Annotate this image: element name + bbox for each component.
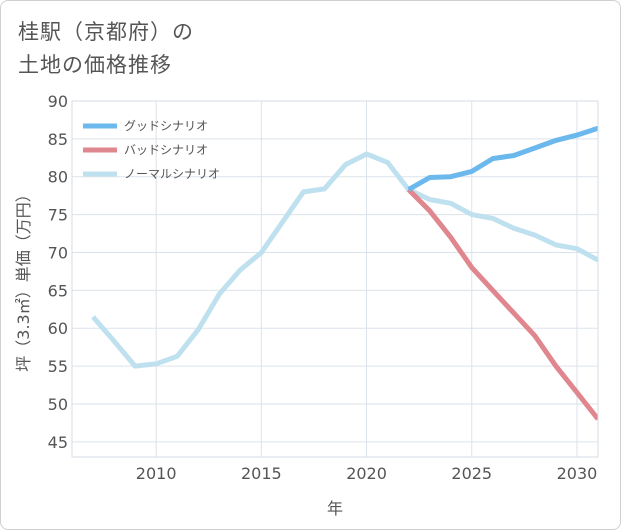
- y-tick-label: 85: [48, 130, 68, 149]
- x-tick-label: 2020: [346, 464, 387, 483]
- x-tick-label: 2030: [557, 464, 598, 483]
- y-tick-label: 75: [48, 206, 68, 225]
- y-axis-label: 坪（3.3㎡）単価（万円）: [14, 186, 33, 371]
- x-tick-label: 2025: [451, 464, 492, 483]
- y-tick-label: 80: [48, 168, 68, 187]
- y-tick-label: 50: [48, 395, 68, 414]
- chart-title: 桂駅（京都府）の 土地の価格推移: [18, 20, 194, 77]
- plot-border: [71, 100, 599, 458]
- y-tick-label: 70: [48, 243, 68, 262]
- series-line-bad: [406, 187, 598, 421]
- series-line-good: [407, 125, 598, 192]
- y-tick-labels: 45 50 55 60 65 70 75 80 85 90: [48, 92, 68, 452]
- legend-label-good: グッドシナリオ: [124, 119, 208, 133]
- series-lines: [91, 125, 598, 421]
- legend-label-bad: バッドシナリオ: [124, 143, 208, 157]
- x-tick-label: 2015: [241, 464, 282, 483]
- x-tick-labels: 2010 2015 2020 2025 2030: [136, 464, 598, 483]
- y-tick-label: 65: [48, 281, 68, 300]
- x-axis-label: 年: [327, 499, 343, 518]
- y-tick-label: 90: [48, 92, 68, 111]
- plot-area: [72, 101, 598, 457]
- x-tick-label: 2010: [136, 464, 177, 483]
- y-tick-label: 55: [48, 357, 68, 376]
- y-tick-label: 60: [48, 319, 68, 338]
- legend-label-normal: ノーマルシナリオ: [124, 167, 220, 181]
- series-line-normal: [91, 151, 598, 369]
- y-tick-label: 45: [48, 433, 68, 452]
